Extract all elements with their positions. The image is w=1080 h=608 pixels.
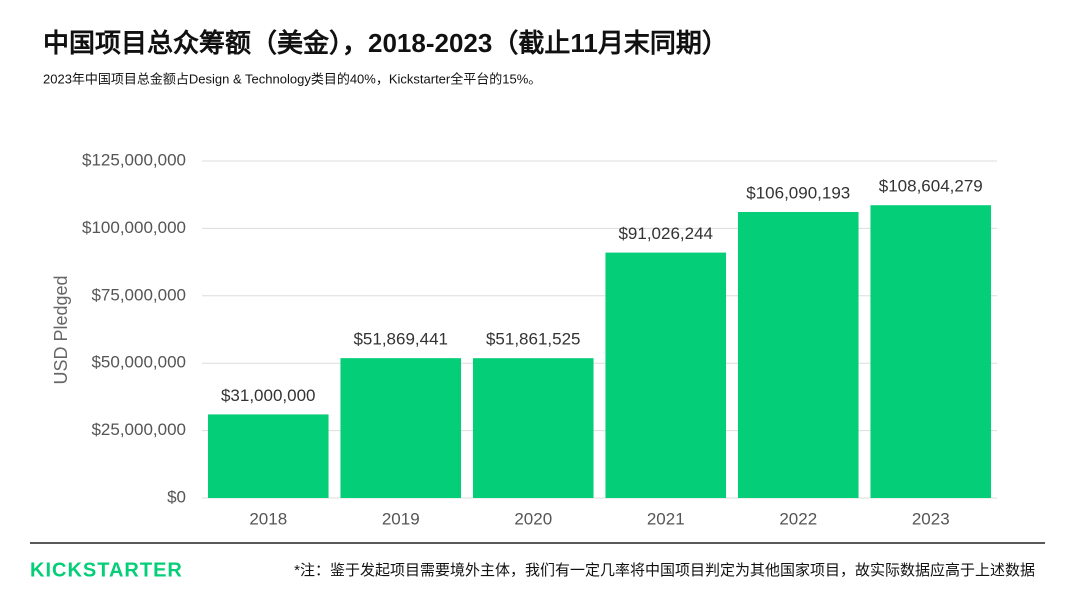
data-label: $51,869,441 (353, 330, 448, 349)
data-label: $51,861,525 (486, 330, 581, 349)
y-tick-label: $0 (167, 487, 186, 506)
chart-title: 中国项目总众筹额（美金），2018-2023（截止11月末同期） (43, 28, 728, 58)
footnote: *注：鉴于发起项目需要境外主体，我们有一定几率将中国项目判定为其他国家项目，故实… (294, 561, 1035, 579)
y-tick-label: $100,000,000 (82, 218, 186, 237)
y-tick-label: $25,000,000 (91, 420, 186, 439)
chart-subtitle: 2023年中国项目总金额占Design & Technology类目的40%，K… (43, 71, 541, 86)
bar (207, 414, 329, 498)
x-tick-label: 2020 (514, 509, 552, 528)
x-tick-label: 2018 (249, 509, 287, 528)
y-tick-label: $75,000,000 (91, 285, 186, 304)
data-label: $106,090,193 (746, 183, 850, 202)
bar (605, 252, 727, 498)
x-tick-label: 2023 (912, 509, 950, 528)
bar (340, 358, 462, 498)
y-axis-label: USD Pledged (51, 275, 71, 384)
x-tick-label: 2022 (779, 509, 817, 528)
data-label: $31,000,000 (221, 386, 316, 405)
x-tick-label: 2021 (647, 509, 685, 528)
y-tick-label: $125,000,000 (82, 150, 186, 169)
data-label: $91,026,244 (618, 224, 713, 243)
logo: KICKSTARTER (30, 559, 183, 581)
y-tick-label: $50,000,000 (91, 353, 186, 372)
bar (870, 205, 992, 498)
data-label: $108,604,279 (879, 177, 983, 196)
bar (472, 358, 594, 498)
bar (737, 211, 859, 498)
x-tick-label: 2019 (382, 509, 420, 528)
